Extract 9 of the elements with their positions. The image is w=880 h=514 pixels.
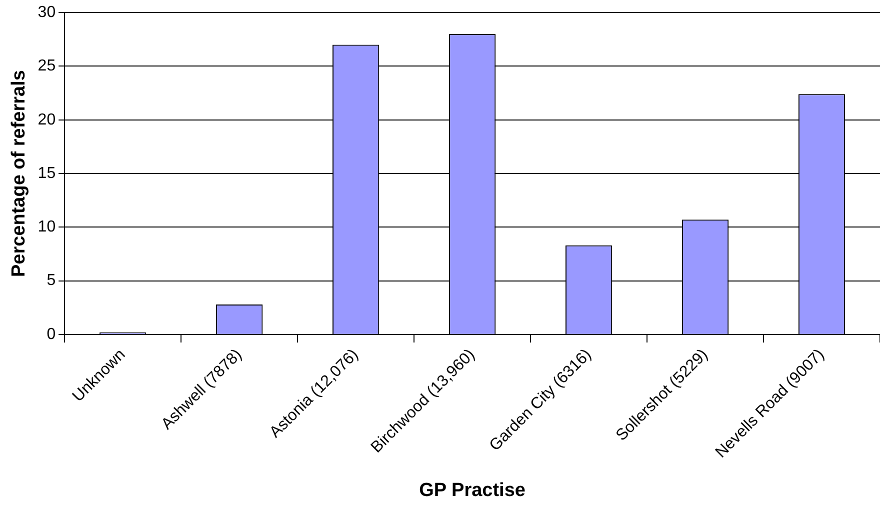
y-tick-label: 15 (38, 164, 56, 182)
y-tick-label: 20 (38, 111, 56, 128)
y-tick-label: 0 (46, 326, 56, 343)
y-tick-label: 10 (38, 218, 56, 236)
y-tick-label: 25 (38, 58, 56, 75)
x-axis-title: GP Practise (419, 480, 526, 501)
y-tick-label: 30 (38, 4, 56, 22)
y-tick-label: 5 (46, 272, 56, 290)
y-axis-title: Percentage of referrals (8, 70, 30, 278)
